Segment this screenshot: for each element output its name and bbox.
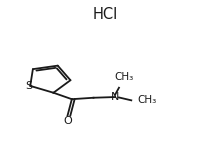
- Text: HCl: HCl: [92, 7, 117, 22]
- Text: N: N: [111, 92, 119, 102]
- Text: CH₃: CH₃: [114, 72, 133, 82]
- Text: O: O: [63, 116, 72, 126]
- Text: S: S: [26, 81, 33, 91]
- Text: CH₃: CH₃: [138, 95, 157, 105]
